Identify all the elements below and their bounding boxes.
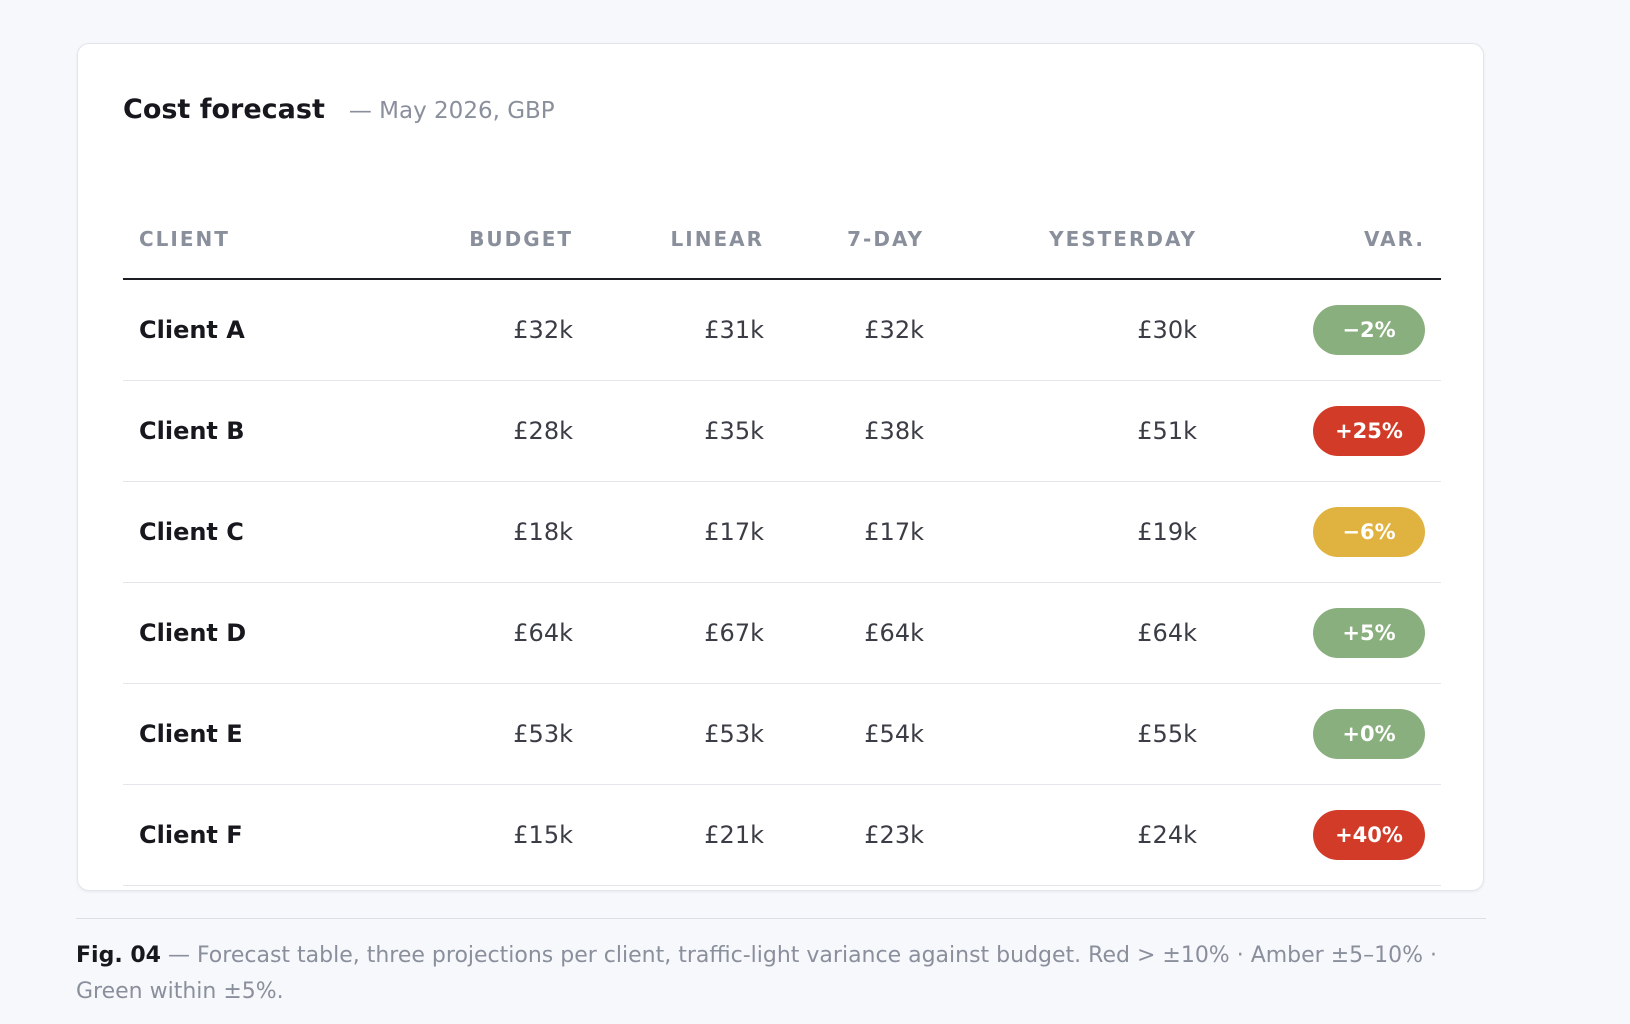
column-header-client: CLIENT <box>139 227 230 251</box>
card-header: Cost forecast — May 2026, GBP <box>123 94 555 125</box>
caption-text: — Forecast table, three projections per … <box>76 943 1438 1004</box>
cell-seven-day: £38k <box>864 417 924 445</box>
cell-seven-day: £64k <box>864 619 924 647</box>
cell-linear: £67k <box>704 619 764 647</box>
cell-client: Client C <box>139 518 244 546</box>
column-header-budget: BUDGET <box>469 227 573 251</box>
column-header-seven-day: 7-DAY <box>847 227 924 251</box>
table-body: Client A £32k £31k £32k £30k −2% Client B £28k £… <box>123 280 1441 886</box>
cell-budget: £28k <box>513 417 573 445</box>
cell-seven-day: £23k <box>864 821 924 849</box>
cell-budget: £32k <box>513 316 573 344</box>
cell-yesterday: £64k <box>1137 619 1197 647</box>
variance-badge: +40% <box>1313 810 1425 860</box>
cell-linear: £35k <box>704 417 764 445</box>
variance-badge: +5% <box>1313 608 1425 658</box>
table-row: Client C £18k £17k £17k £19k −6% <box>123 482 1441 583</box>
card-title: Cost forecast <box>123 94 325 125</box>
variance-badge: +25% <box>1313 406 1425 456</box>
cell-linear: £31k <box>704 316 764 344</box>
cell-yesterday: £19k <box>1137 518 1197 546</box>
caption-lead: Fig. 04 <box>76 943 161 968</box>
figure-caption: Fig. 04 — Forecast table, three projecti… <box>76 938 1486 1010</box>
table-row: Client B £28k £35k £38k £51k +25% <box>123 381 1441 482</box>
cell-linear: £21k <box>704 821 764 849</box>
column-header-linear: LINEAR <box>670 227 764 251</box>
cell-client: Client F <box>139 821 243 849</box>
cell-yesterday: £51k <box>1137 417 1197 445</box>
cell-seven-day: £54k <box>864 720 924 748</box>
forecast-table: CLIENT BUDGET LINEAR 7-DAY YESTERDAY VAR… <box>123 189 1441 886</box>
table-row: Client E £53k £53k £54k £55k +0% <box>123 684 1441 785</box>
cell-budget: £64k <box>513 619 573 647</box>
table-row: Client F £15k £21k £23k £24k +40% <box>123 785 1441 886</box>
cell-yesterday: £24k <box>1137 821 1197 849</box>
cell-yesterday: £30k <box>1137 316 1197 344</box>
caption-divider <box>76 918 1486 919</box>
column-header-yesterday: YESTERDAY <box>1049 227 1197 251</box>
cell-client: Client B <box>139 417 245 445</box>
cell-client: Client E <box>139 720 243 748</box>
cell-budget: £53k <box>513 720 573 748</box>
column-header-variance: VAR. <box>1364 227 1425 251</box>
cell-linear: £53k <box>704 720 764 748</box>
cell-budget: £15k <box>513 821 573 849</box>
cell-budget: £18k <box>513 518 573 546</box>
cell-seven-day: £17k <box>864 518 924 546</box>
cell-client: Client A <box>139 316 245 344</box>
variance-badge: +0% <box>1313 709 1425 759</box>
cell-client: Client D <box>139 619 247 647</box>
cell-seven-day: £32k <box>864 316 924 344</box>
cell-linear: £17k <box>704 518 764 546</box>
variance-badge: −6% <box>1313 507 1425 557</box>
table-row: Client A £32k £31k £32k £30k −2% <box>123 280 1441 381</box>
table-header: CLIENT BUDGET LINEAR 7-DAY YESTERDAY VAR… <box>123 189 1441 280</box>
forecast-card: Cost forecast — May 2026, GBP CLIENT BUD… <box>77 43 1484 891</box>
cell-yesterday: £55k <box>1137 720 1197 748</box>
card-subtitle: — May 2026, GBP <box>348 98 555 124</box>
variance-badge: −2% <box>1313 305 1425 355</box>
table-row: Client D £64k £67k £64k £64k +5% <box>123 583 1441 684</box>
